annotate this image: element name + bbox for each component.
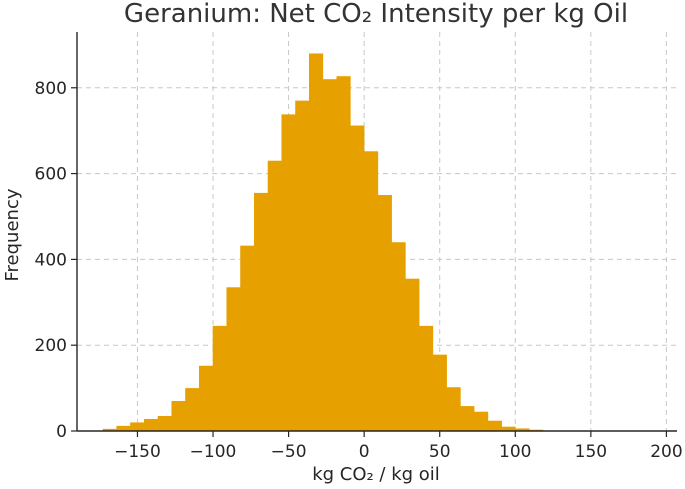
histogram-bar [446,387,461,431]
histogram-bar [281,114,296,431]
histogram-bar [474,411,489,431]
x-tick-label: −50 [271,442,307,462]
histogram-bar [391,242,406,431]
x-tick-label: 200 [650,442,682,462]
x-axis-ticks: −150 −100 −50 0 50 100 150 200 [114,431,683,462]
histogram-bar [116,425,131,431]
y-tick-label: 0 [56,422,67,442]
histogram-bar [171,400,186,431]
histogram-bar [515,428,530,431]
x-tick-label: 100 [499,442,531,462]
x-tick-label: 150 [575,442,607,462]
histogram-bar [226,287,241,431]
histogram-bar [350,125,365,432]
histogram-bar [295,100,310,431]
histogram-bar [157,415,172,431]
histogram-bar [377,195,392,431]
axes [76,32,677,432]
y-axis-ticks: 0 200 400 600 800 [35,79,77,442]
histogram-bar [432,354,447,431]
histogram-bar [336,76,351,432]
histogram-bar [212,325,227,431]
histogram-bars [102,53,544,432]
histogram-bar [185,388,200,431]
histogram-bar [198,365,214,431]
x-tick-label: 50 [429,442,451,462]
y-axis-title: Frequency [2,188,23,281]
histogram-bar [487,420,502,431]
y-tick-label: 400 [35,250,67,270]
histogram-bar [364,151,379,431]
histogram-bar [240,245,255,431]
histogram-bar [253,192,269,431]
histogram-bar [501,426,516,431]
y-tick-label: 800 [35,79,67,99]
histogram-bar [143,418,159,431]
x-tick-label: −100 [190,442,237,462]
chart-title: Geranium: Net CO₂ Intensity per kg Oil [124,0,628,29]
histogram-bar [405,278,420,431]
y-tick-label: 200 [35,336,67,356]
y-tick-label: 600 [35,165,67,185]
histogram-bar [322,79,337,432]
histogram-bar [267,160,282,432]
histogram-bar [130,422,145,431]
histogram-bar [460,406,475,431]
x-axis-title: kg CO₂ / kg oil [312,464,440,485]
x-tick-label: 0 [359,442,370,462]
histogram-bar [308,53,324,432]
histogram-bar [419,325,434,431]
x-tick-label: −150 [114,442,161,462]
histogram-bar [102,428,117,431]
